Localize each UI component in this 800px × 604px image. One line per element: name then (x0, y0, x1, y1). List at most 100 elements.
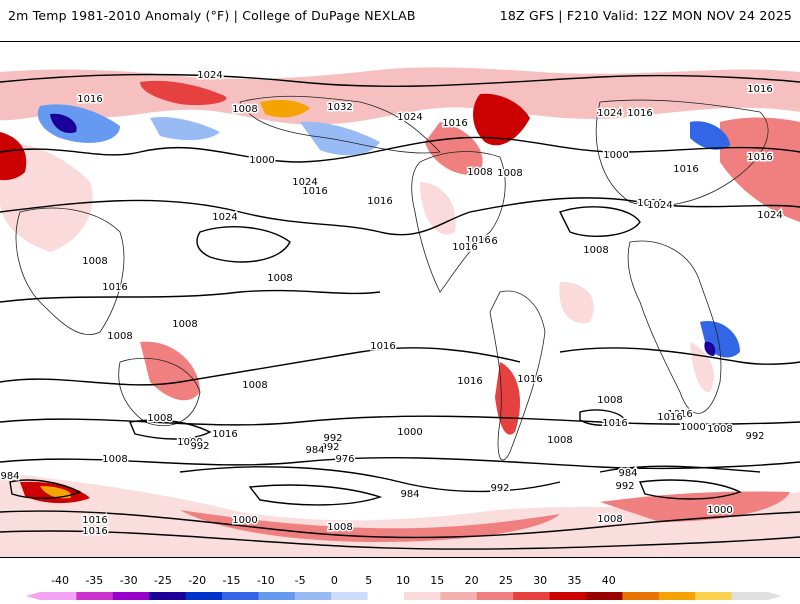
color-scale-segment (513, 592, 551, 600)
color-scale-segment (731, 592, 769, 600)
isobar-label: 1008 (107, 331, 132, 342)
isobar-label: 1008 (467, 167, 492, 178)
color-scale: -40 -35 -30 -25 -20 -15 -10 -5 0 5 10 15 20 25 30 35 40 (0, 566, 800, 600)
color-scale-segment (185, 592, 223, 600)
isobar-label: 992 (615, 481, 634, 492)
color-scale-tick-label: 35 (568, 574, 582, 587)
isobar-label: 1016 (302, 186, 327, 197)
isobar-label: 1000 (603, 150, 628, 161)
color-scale-segment (294, 592, 332, 600)
isobar-label: 1024 (757, 210, 782, 221)
color-scale-tick-label: -10 (257, 574, 275, 587)
isobar-label: 1016 (517, 374, 542, 385)
color-scale-tick-label: 0 (331, 574, 338, 587)
isobar-label: 1016 (602, 418, 627, 429)
isobar-label: 1008 (547, 435, 572, 446)
isobars (0, 73, 800, 550)
color-scale-segment (258, 592, 296, 600)
isobar-label: 1000 (232, 515, 257, 526)
isobar-label: 1000 (707, 505, 732, 516)
color-scale-tick-label: -25 (154, 574, 172, 587)
anomaly-shading (0, 67, 800, 557)
isobar-label: 1024 (82, 515, 107, 526)
color-scale-tick-label: -35 (85, 574, 103, 587)
color-scale-segment (222, 592, 259, 600)
color-scale-segment (149, 592, 187, 600)
isobar-label: 1008 (583, 245, 608, 256)
isobar-label: 1008 (82, 256, 107, 267)
isobar-label: 1024 (292, 177, 317, 188)
isobar-label: 1024 (597, 108, 622, 119)
isobar-label: 1008 (172, 319, 197, 330)
isobar-label: 984 (0, 471, 19, 482)
isobar-label: 1008 (597, 395, 622, 406)
isobar-label: 1016 (367, 196, 392, 207)
isobar-label: 984 (400, 489, 419, 500)
color-scale-segment (40, 592, 77, 600)
color-scale-tick-label: 40 (602, 574, 616, 587)
isobar-label: 1016 (82, 526, 107, 537)
isobar-label: 1016 (77, 94, 102, 105)
isobar-label: 1016 (627, 108, 652, 119)
color-scale-min-arrow (26, 592, 40, 600)
color-scale-tick-label: 15 (430, 574, 444, 587)
isobar-label: 1032 (327, 102, 352, 113)
isobar-label: 1000 (177, 437, 202, 448)
color-scale-tick-label: 25 (499, 574, 513, 587)
isobar-label: 1024 (647, 200, 672, 211)
color-scale-tick-label: -40 (51, 574, 69, 587)
color-scale-tick-label: -15 (223, 574, 241, 587)
coastlines (15, 95, 769, 461)
color-scale-tick-label: 30 (533, 574, 547, 587)
isobar-label: 1008 (497, 168, 522, 179)
isobar-label: 1008 (232, 104, 257, 115)
isobar-label: 1016 (465, 235, 490, 246)
isobar-label: 1008 (267, 273, 292, 284)
isobar-label: 1000 (680, 422, 705, 433)
isobar-label: 984 (618, 468, 637, 479)
color-scale-segment (331, 592, 369, 600)
isobar-label: 1016 (370, 341, 395, 352)
isobar-label: 1016 (457, 376, 482, 387)
isobar-label: 1008 (707, 424, 732, 435)
isobar-label: 1008 (327, 522, 352, 533)
isobar-label: 1016 (667, 409, 692, 420)
header: 2m Temp 1981-2010 Anomaly (°F) | College… (0, 0, 800, 32)
color-scale-segment (586, 592, 623, 600)
isobar-label: 1008 (597, 514, 622, 525)
color-scale-tick-label: 20 (465, 574, 479, 587)
color-scale-tick-label: 5 (365, 574, 372, 587)
color-scale-segment (112, 592, 150, 600)
color-scale-segment (622, 592, 660, 600)
isobar-label: 1024 (397, 112, 422, 123)
isobar-label: 1008 (102, 454, 127, 465)
isobar-label: 992 (320, 442, 339, 453)
isobar-label: 1016 (102, 282, 127, 293)
isobar-label: 992 (190, 441, 209, 452)
color-scale-segment (476, 592, 514, 600)
color-scale-tick-label: -5 (295, 574, 306, 587)
color-scale-segment (549, 592, 587, 600)
isobar-label: 1000 (249, 155, 274, 166)
isobar-label: 992 (745, 431, 764, 442)
model-run-label: 18Z GFS | F210 Valid: 12Z MON NOV 24 202… (499, 8, 792, 23)
color-scale-segment (76, 592, 114, 600)
isobar-label: 976 (335, 454, 354, 465)
color-scale-segment (658, 592, 696, 600)
isobar-label: 992 (490, 483, 509, 494)
isobar-label: 1016 (442, 118, 467, 129)
isobar-label: 1016 (82, 515, 107, 526)
color-scale-segment (404, 592, 441, 600)
isobar-label: 1016 (747, 84, 772, 95)
isobar-label: 1016 (472, 236, 497, 247)
isobar-label: 1008 (147, 413, 172, 424)
isobar-label: 1008 (242, 380, 267, 391)
map-panel[interactable]: 1024 1016 1008 1032 1024 1016 1024 1016 1016 1000… (0, 41, 800, 558)
isobar-label: 984 (305, 445, 324, 456)
color-scale-segment (695, 592, 733, 600)
color-scale-segment (367, 592, 405, 600)
isobar-label: 1016 (212, 429, 237, 440)
color-scale-segment (440, 592, 478, 600)
